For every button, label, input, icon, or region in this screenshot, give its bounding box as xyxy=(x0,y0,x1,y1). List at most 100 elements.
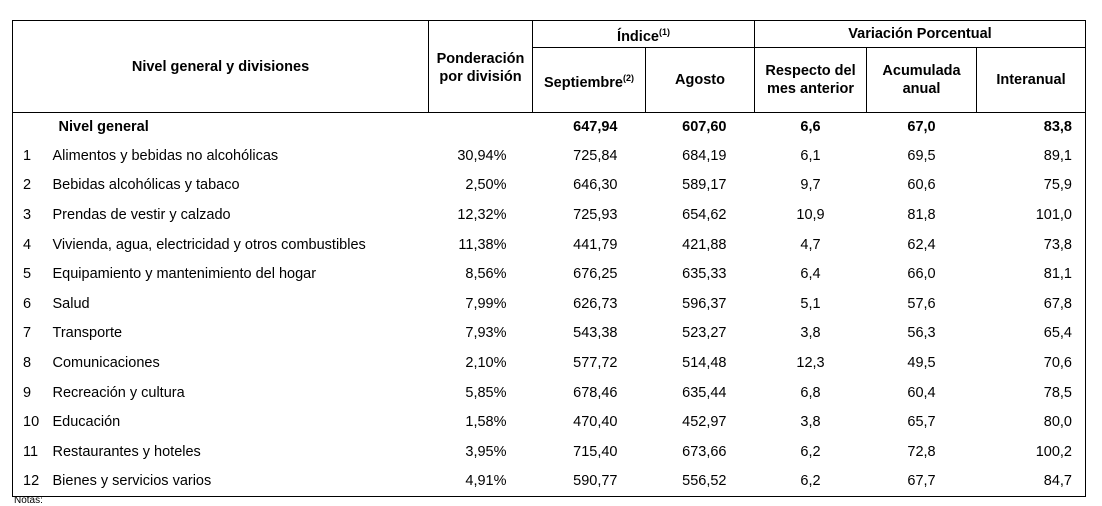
cumulative-change: 60,6 xyxy=(907,177,936,194)
division-row: 7 Transporte 7,93% 543,38 523,27 3,8 56,3 65,4 xyxy=(13,319,1086,349)
monthly-change: 3,8 xyxy=(800,325,821,342)
division-row: 2 Bebidas alcohólicas y tabaco 2,50% 646,30… xyxy=(13,171,1086,201)
row-label: Alimentos y bebidas no alcohólicas xyxy=(52,147,279,164)
monthly-change: 9,7 xyxy=(800,177,821,194)
cumulative-change: 49,5 xyxy=(907,354,936,371)
weight: 7,93% xyxy=(465,325,507,342)
division-row: 1 Alimentos y bebidas no alcohólicas 30,94… xyxy=(13,141,1086,171)
annual-change: 78,5 xyxy=(1043,384,1072,401)
cumulative-change: 65,7 xyxy=(907,414,936,431)
table-body: Nivel general 647,94 607,60 6,6 67,0 83,… xyxy=(13,113,1086,497)
september: 470,40 xyxy=(573,414,618,431)
row-number: 7 xyxy=(23,325,32,342)
weight: 1,58% xyxy=(465,414,507,431)
header-variation: Variación Porcentual xyxy=(754,20,1086,48)
monthly-change: 6,2 xyxy=(800,473,821,490)
cumulative-change: 69,5 xyxy=(907,147,936,164)
header-cumulative: Acumulada anual xyxy=(866,47,977,113)
row-label: Vivienda, agua, electricidad y otros com… xyxy=(52,236,366,253)
cumulative-change: 56,3 xyxy=(907,325,936,342)
weight: 8,56% xyxy=(465,266,507,283)
row-label: Bebidas alcohólicas y tabaco xyxy=(52,177,240,194)
division-row: 5 Equipamiento y mantenimiento del hogar 8… xyxy=(13,259,1086,289)
cumulative-change: 60,4 xyxy=(907,384,936,401)
september: 676,25 xyxy=(573,266,618,283)
annual-change: 73,8 xyxy=(1043,236,1072,253)
division-row: 12 Bienes y servicios varios 4,91% 590,77 55… xyxy=(13,467,1086,497)
monthly-change: 12,3 xyxy=(796,354,825,371)
notes: Notas: xyxy=(14,495,43,506)
total-row: Nivel general 647,94 607,60 6,6 67,0 83,… xyxy=(13,113,1086,142)
header-september: Septiembre(2) xyxy=(532,47,646,113)
row-label: Nivel general xyxy=(58,119,149,135)
division-row: 3 Prendas de vestir y calzado 12,32% 725,93… xyxy=(13,200,1086,230)
footnote-ref: (1) xyxy=(658,26,670,37)
weight: 2,50% xyxy=(465,177,507,194)
weight: 2,10% xyxy=(465,354,507,371)
august: 556,52 xyxy=(682,473,727,490)
cell: 6,6 xyxy=(800,119,821,135)
row-number: 4 xyxy=(23,236,32,253)
september: 678,46 xyxy=(573,384,618,401)
division-row: 9 Recreación y cultura 5,85% 678,46 635,44 6,… xyxy=(13,378,1086,408)
monthly-change: 5,1 xyxy=(800,295,821,312)
row-number: 3 xyxy=(23,206,32,223)
august: 523,27 xyxy=(682,325,727,342)
row-label: Prendas de vestir y calzado xyxy=(52,206,231,223)
weight: 7,99% xyxy=(465,295,507,312)
september: 725,93 xyxy=(573,206,618,223)
row-number: 2 xyxy=(23,177,32,194)
monthly-change: 6,1 xyxy=(800,147,821,164)
september: 543,38 xyxy=(573,325,618,342)
august: 589,17 xyxy=(682,177,727,194)
annual-change: 80,0 xyxy=(1043,414,1072,431)
weight: 3,95% xyxy=(465,443,507,460)
header-index: Índice(1) xyxy=(532,20,755,48)
division-row: 10 Educación 1,58% 470,40 452,97 3,8 65,7 80,0 xyxy=(13,407,1086,437)
cumulative-change: 67,7 xyxy=(907,473,936,490)
cumulative-change: 57,6 xyxy=(907,295,936,312)
cpi-table: Nivel general y divisiones Ponderación p… xyxy=(12,20,1086,498)
row-number: 5 xyxy=(23,266,32,283)
cell: 83,8 xyxy=(1043,119,1072,135)
row-number: 12 xyxy=(23,473,40,490)
cumulative-change: 62,4 xyxy=(907,236,936,253)
monthly-change: 10,9 xyxy=(796,206,825,223)
header-august: Agosto xyxy=(645,47,755,113)
division-row: 8 Comunicaciones 2,10% 577,72 514,48 12,3 49,5… xyxy=(13,348,1086,378)
row-label: Bienes y servicios varios xyxy=(52,473,212,490)
row-number: 1 xyxy=(23,147,32,164)
september: 725,84 xyxy=(573,147,618,164)
august: 452,97 xyxy=(682,414,727,431)
weight: 30,94% xyxy=(457,147,507,164)
division-row: 6 Salud 7,99% 626,73 596,37 5,1 57,6 67,8 xyxy=(13,289,1086,319)
row-label: Transporte xyxy=(52,325,123,342)
august: 421,88 xyxy=(682,236,727,253)
row-label: Educación xyxy=(52,414,121,431)
row-label: Restaurantes y hoteles xyxy=(52,443,201,460)
header-division: Nivel general y divisiones xyxy=(12,20,429,113)
header-index-label: Índice xyxy=(617,28,659,45)
row-label: Equipamiento y mantenimiento del hogar xyxy=(52,266,317,283)
september: 590,77 xyxy=(573,473,618,490)
division-row: 4 Vivienda, agua, electricidad y otros co… xyxy=(13,230,1086,260)
weight: 5,85% xyxy=(465,384,507,401)
annual-change: 101,0 xyxy=(1035,206,1072,223)
header-annual: Interanual xyxy=(976,47,1086,113)
row-number: 9 xyxy=(23,384,32,401)
row-label: Recreación y cultura xyxy=(52,384,185,401)
annual-change: 65,4 xyxy=(1043,325,1072,342)
cell: 67,0 xyxy=(907,119,936,135)
annual-change: 81,1 xyxy=(1043,266,1072,283)
header-september-label: Septiembre xyxy=(544,74,623,91)
august: 635,33 xyxy=(682,266,727,283)
row-label: Comunicaciones xyxy=(52,354,160,371)
footnote-ref: (2) xyxy=(622,72,634,83)
row-number: 8 xyxy=(23,354,32,371)
cell: 647,94 xyxy=(573,119,618,135)
august: 514,48 xyxy=(682,354,727,371)
monthly-change: 6,2 xyxy=(800,443,821,460)
annual-change: 100,2 xyxy=(1035,443,1072,460)
september: 577,72 xyxy=(573,354,618,371)
